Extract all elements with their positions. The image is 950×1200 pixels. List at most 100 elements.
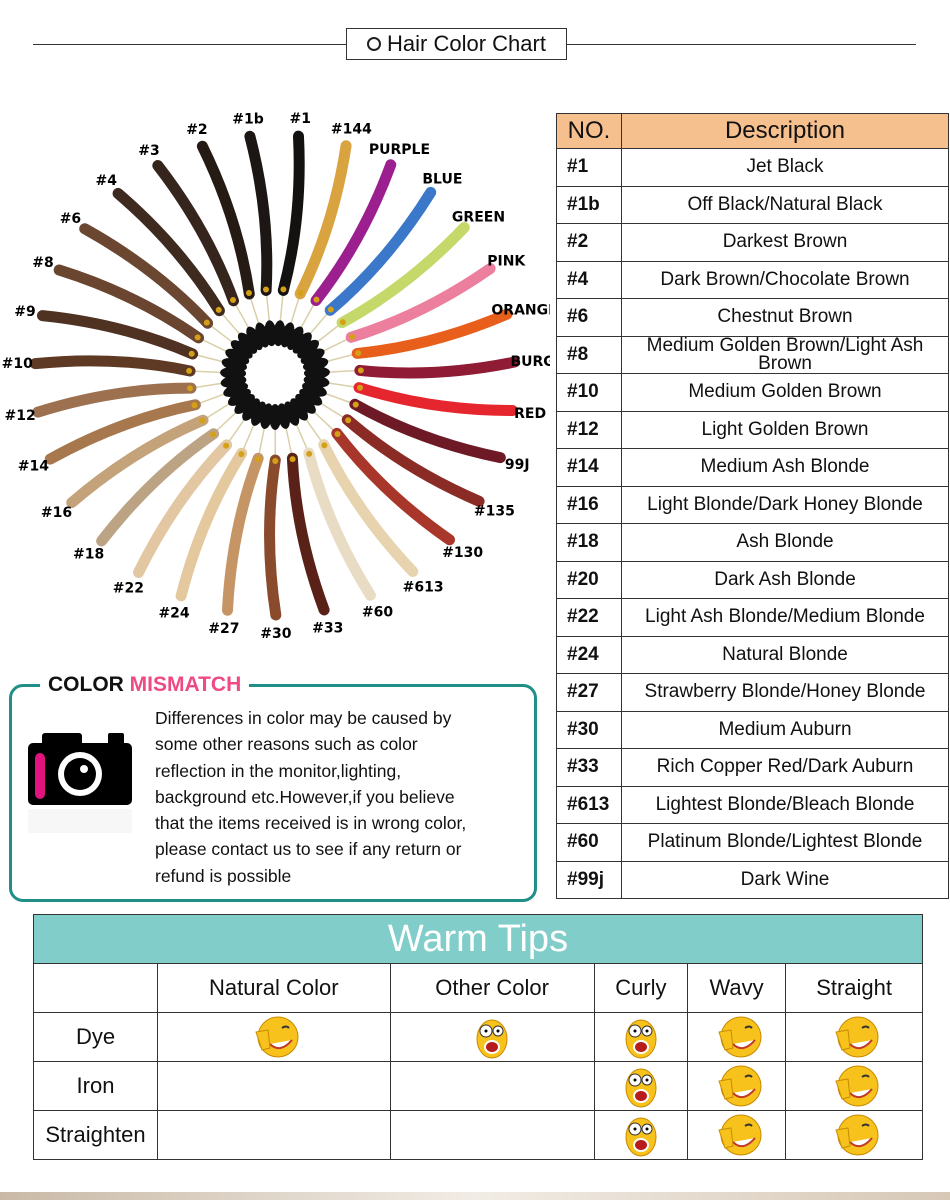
hair-swatch: PURPLE <box>287 142 430 350</box>
tips-cell <box>593 1061 688 1111</box>
hair-swatch: BLUE <box>292 172 462 354</box>
color-description: Ash Blonde <box>621 523 949 562</box>
color-description: Rich Copper Red/Dark Auburn <box>621 748 949 787</box>
clip-bead <box>297 339 320 359</box>
swatch-label: #8 <box>32 255 53 271</box>
gold-tip <box>357 384 364 391</box>
color-description: Strawberry Blonde/Honey Blonde <box>621 673 949 712</box>
hair-strand <box>244 130 273 296</box>
hair-swatch: #4 <box>96 173 258 354</box>
tips-cell <box>157 1012 391 1062</box>
hair-strand <box>152 160 239 307</box>
swatch-label: #9 <box>14 304 35 320</box>
header-no: NO. <box>556 113 622 149</box>
clip-bead <box>234 394 255 415</box>
happy-emoji-icon <box>255 1016 299 1058</box>
color-description: Medium Golden Brown/Light Ash Brown <box>621 335 949 374</box>
shocked-emoji-icon <box>625 1019 657 1059</box>
hair-strand <box>32 382 197 418</box>
empty-header-cell <box>33 963 158 1013</box>
mismatch-line: reflection in the monitor,lighting, <box>155 760 402 781</box>
happy-emoji-icon <box>835 1114 879 1156</box>
hair-swatch: #6 <box>60 211 253 359</box>
tips-cell <box>593 1012 688 1062</box>
hair-strand <box>351 308 513 359</box>
gold-tip <box>297 289 304 296</box>
gold-tip <box>272 457 279 464</box>
title-rule-left <box>33 44 346 45</box>
swatch-label: ORANGE <box>491 302 550 318</box>
gold-tip <box>186 367 193 374</box>
color-description: Natural Blonde <box>621 635 949 674</box>
gold-tip <box>187 385 194 392</box>
hair-swatch: #135 <box>299 388 515 520</box>
hair-strand <box>264 454 282 621</box>
happy-emoji-icon <box>717 1065 762 1107</box>
tips-cell <box>389 1012 595 1062</box>
gold-tip <box>345 417 352 424</box>
tips-cell <box>593 1110 688 1160</box>
mismatch-line: Differences in color may be caused by <box>155 708 452 728</box>
hair-strand <box>66 414 209 509</box>
swatch-label: PINK <box>487 254 526 270</box>
clip-bead <box>246 326 263 351</box>
color-number: #20 <box>556 560 622 599</box>
swatch-label: #27 <box>208 621 239 637</box>
clip-bead <box>230 340 253 359</box>
color-number: #33 <box>556 748 622 787</box>
table-row: #16 Light Blonde/Dark Honey Blonde <box>556 485 949 524</box>
hair-strand <box>336 221 470 329</box>
table-row: #1 Jet Black <box>556 148 949 187</box>
happy-emoji-icon <box>835 1016 879 1058</box>
clip-bead <box>299 388 323 406</box>
camera-icon <box>28 733 132 833</box>
color-description-table: NO. Description #1 Jet Black #1b Off Black/N… <box>556 113 949 899</box>
gold-tip <box>194 334 201 341</box>
tips-cell <box>686 1012 787 1062</box>
gold-tip <box>245 290 252 297</box>
hair-strand <box>221 452 264 616</box>
hair-swatch: #10 <box>2 355 247 380</box>
gold-tip <box>289 456 296 463</box>
mismatch-title-a: COLOR <box>48 673 124 696</box>
hair-strand <box>318 439 419 578</box>
color-description: Medium Auburn <box>621 710 949 749</box>
hair-strand <box>303 447 376 601</box>
table-row: #33 Rich Copper Red/Dark Auburn <box>556 748 949 787</box>
mismatch-line: that the items received is in wrong colo… <box>155 813 467 834</box>
hair-strand <box>331 427 456 546</box>
mismatch-line: refund is possible <box>155 865 292 886</box>
hair-swatch: #2 <box>186 122 270 348</box>
hair-swatch: #3 <box>138 143 263 351</box>
tips-cell <box>785 1110 923 1160</box>
clip-bead <box>292 332 312 354</box>
color-description: Medium Ash Blonde <box>621 448 949 487</box>
tips-cell <box>389 1061 595 1111</box>
gold-tip <box>215 306 222 313</box>
tips-column-header: Curly <box>593 963 688 1013</box>
clip-bead <box>287 326 304 350</box>
color-description: Off Black/Natural Black <box>621 185 949 224</box>
hair-strand <box>324 186 437 316</box>
color-number: #16 <box>556 485 622 524</box>
swatch-label: PURPLE <box>369 142 430 158</box>
swatch-label: #135 <box>474 504 515 520</box>
hair-swatch: #24 <box>158 401 267 621</box>
swatch-label: #6 <box>60 211 81 227</box>
gold-tip <box>230 296 237 303</box>
tips-column-header: Other Color <box>389 963 595 1013</box>
tips-cell <box>686 1061 787 1111</box>
tips-row-label: Dye <box>33 1012 158 1062</box>
gold-tip <box>209 431 216 438</box>
swatch-label: BURG <box>510 354 550 370</box>
hair-strand <box>53 264 205 344</box>
hair-strand <box>354 356 521 379</box>
tips-cell <box>157 1061 391 1111</box>
tips-cell <box>686 1110 787 1160</box>
gold-tip <box>352 401 359 408</box>
gold-tip <box>334 431 341 438</box>
hair-swatch: #130 <box>295 393 483 561</box>
gold-tip <box>321 442 328 449</box>
table-row: #30 Medium Auburn <box>556 710 949 749</box>
swatch-label: #1 <box>289 111 310 127</box>
